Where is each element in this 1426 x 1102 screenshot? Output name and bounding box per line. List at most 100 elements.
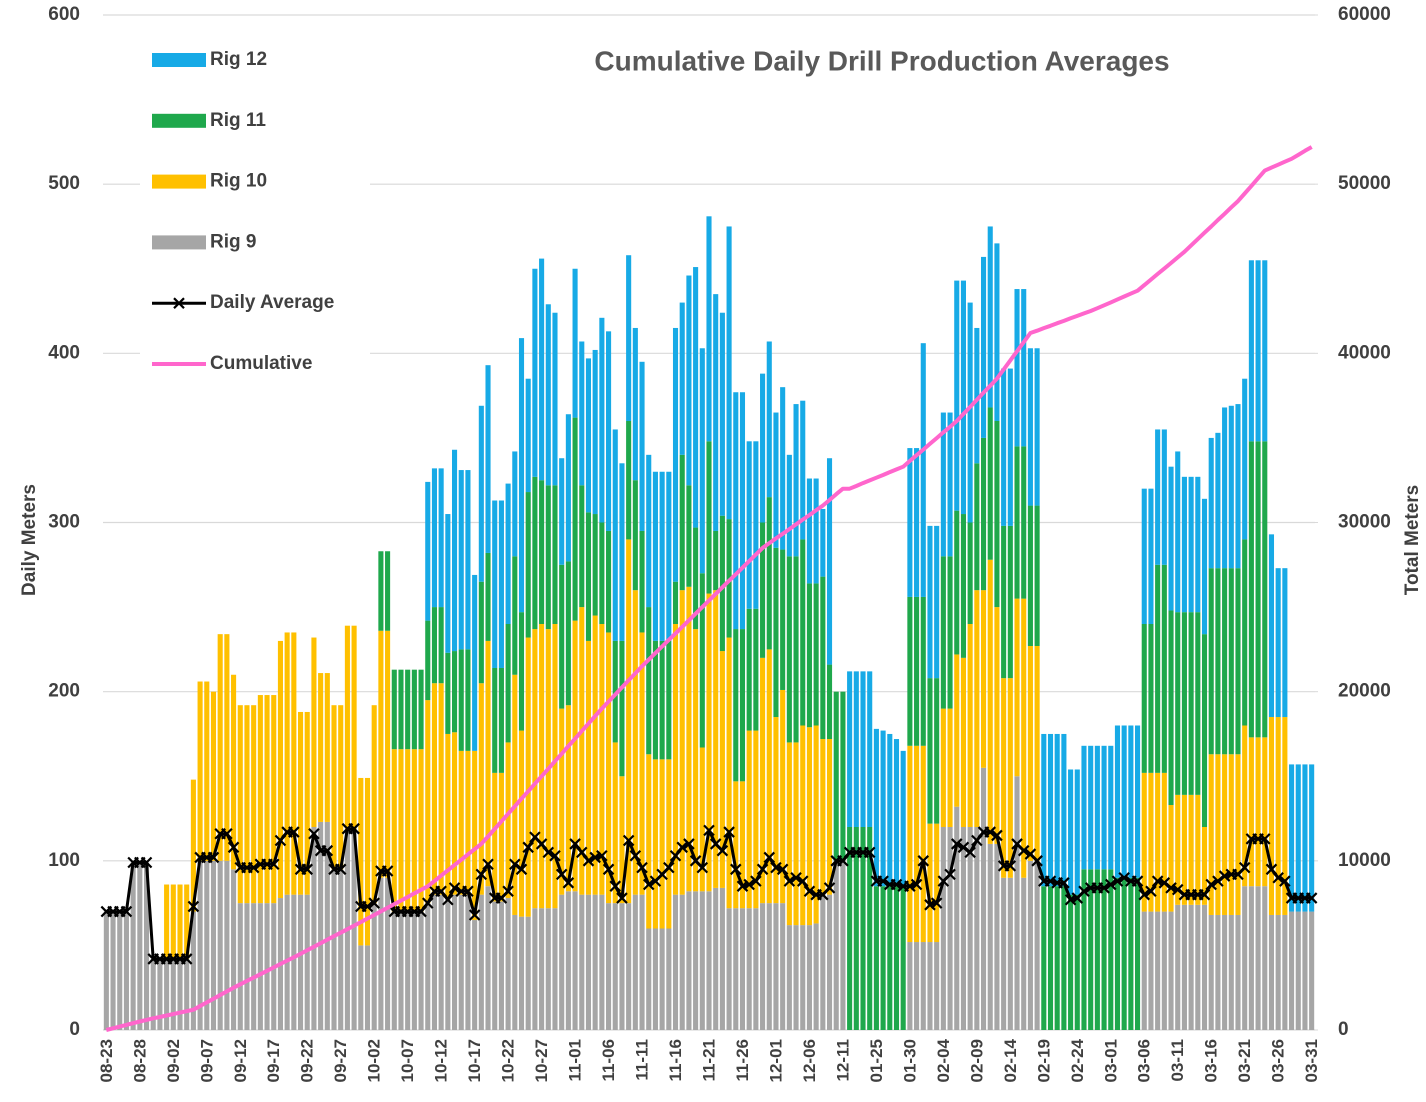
bar: [217, 634, 223, 861]
bar: [1148, 488, 1154, 624]
y-tick-label: 500: [48, 173, 80, 194]
average-marker: [904, 880, 916, 892]
bar: [1108, 869, 1114, 1030]
average-marker: [582, 855, 595, 867]
bar: [1161, 911, 1167, 1030]
bar: [1201, 634, 1208, 827]
bar: [994, 843, 1000, 1030]
bar: [264, 695, 270, 904]
bar: [960, 280, 966, 515]
bar: [291, 894, 297, 1030]
y2-tick-label: 20000: [1338, 681, 1391, 702]
bar: [532, 908, 538, 1030]
bar: [934, 678, 940, 824]
bar: [713, 590, 719, 888]
bar: [311, 637, 317, 827]
bar: [739, 392, 746, 630]
x-tick-label: 08-28: [130, 1039, 149, 1082]
y2-tick-label: 30000: [1338, 512, 1391, 533]
bar: [1208, 914, 1214, 1030]
bar: [532, 268, 538, 477]
bar: [237, 903, 243, 1030]
legend-background: [140, 40, 370, 385]
average-marker: [750, 875, 762, 887]
bar: [994, 421, 1000, 608]
x-tick-label: 11-01: [566, 1039, 585, 1082]
bar: [123, 911, 129, 1030]
average-marker: [910, 878, 923, 891]
x-tick-label: 03-26: [1269, 1039, 1288, 1082]
bar: [498, 667, 504, 773]
bar: [1255, 886, 1261, 1030]
bar: [1001, 525, 1007, 679]
bar: [1128, 725, 1134, 878]
bar: [539, 258, 545, 481]
bar: [646, 607, 652, 755]
average-marker: [984, 826, 997, 838]
bar: [1222, 914, 1228, 1030]
average-marker: [1078, 885, 1090, 898]
bar: [1021, 289, 1027, 447]
bar: [1135, 725, 1141, 878]
x-tick-label: 03-01: [1101, 1039, 1120, 1082]
bar: [960, 514, 966, 658]
bar: [947, 708, 953, 827]
bar: [914, 745, 920, 943]
bar: [1255, 260, 1261, 442]
bar: [934, 823, 940, 943]
bar: [1014, 446, 1020, 599]
cumulative-line: [105, 145, 1313, 1032]
bar: [706, 593, 712, 892]
bar: [760, 903, 766, 1030]
bar: [666, 759, 672, 929]
bar: [364, 777, 371, 946]
bar: [585, 894, 592, 1030]
average-marker: [730, 863, 742, 876]
average-marker: [502, 885, 514, 898]
x-tick-label: 03-11: [1168, 1039, 1187, 1082]
bar: [753, 608, 759, 731]
bar: [632, 894, 638, 1030]
bar: [1148, 772, 1154, 912]
bar: [338, 705, 344, 870]
bar: [1054, 886, 1060, 1030]
bar: [465, 750, 471, 895]
bar: [887, 886, 893, 1030]
bar: [733, 781, 739, 909]
bar: [739, 908, 746, 1030]
bar: [780, 387, 786, 550]
bar: [1001, 678, 1007, 878]
bar: [264, 903, 270, 1030]
bar: [652, 640, 658, 760]
average-marker: [1171, 883, 1184, 896]
x-tick-label: 08-23: [97, 1039, 116, 1082]
bar: [391, 749, 397, 912]
bar: [170, 958, 176, 1030]
bar: [726, 908, 732, 1030]
bar: [1074, 769, 1080, 895]
bar: [1215, 432, 1221, 569]
bar: [920, 745, 926, 943]
average-marker: [522, 841, 534, 854]
bar: [619, 463, 625, 641]
bar: [806, 583, 812, 728]
average-marker: [569, 838, 581, 850]
bar: [431, 468, 438, 608]
x-tick-label: 02-09: [967, 1039, 986, 1082]
bar: [1027, 505, 1033, 646]
bar: [532, 476, 538, 630]
bar: [719, 651, 725, 888]
bar: [967, 522, 973, 624]
bar: [813, 725, 819, 924]
bar: [231, 674, 237, 870]
bar: [1228, 754, 1234, 915]
bar: [378, 551, 384, 631]
legend-swatch: [152, 113, 206, 128]
bar: [686, 891, 692, 1030]
bar: [1242, 378, 1248, 540]
bar: [726, 226, 732, 520]
bar: [1014, 289, 1020, 447]
bar: [418, 669, 424, 750]
bar: [164, 958, 170, 1030]
bar: [458, 894, 464, 1030]
